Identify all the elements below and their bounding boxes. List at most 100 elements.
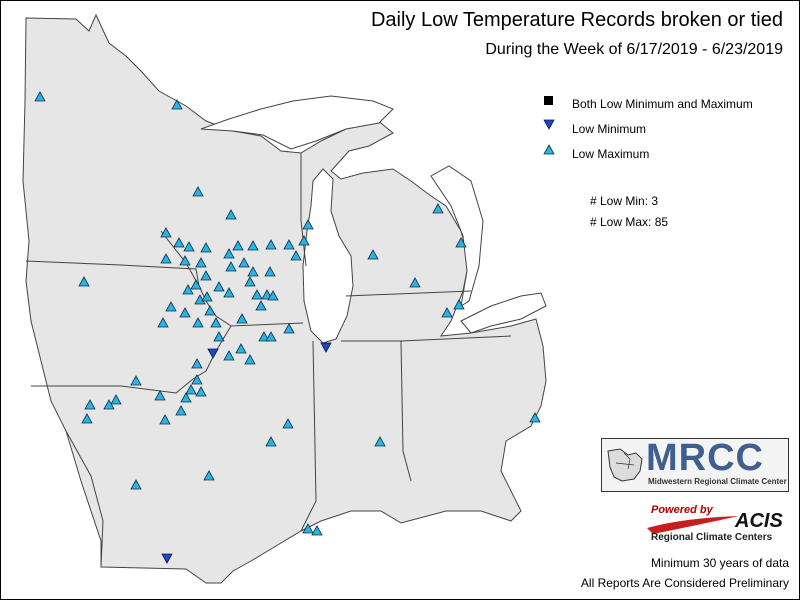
low-min-marker <box>161 553 173 564</box>
lake-michigan <box>302 168 354 344</box>
low-max-marker <box>192 317 204 328</box>
low-max-marker <box>283 323 295 334</box>
low-max-marker <box>191 358 203 369</box>
low-max-marker <box>179 307 191 318</box>
low-max-marker <box>182 284 194 295</box>
low-max-marker <box>282 418 294 429</box>
low-max-marker <box>165 301 177 312</box>
low-max-marker <box>160 253 172 264</box>
swoosh-icon <box>647 516 739 534</box>
low-max-marker <box>235 343 247 354</box>
low-max-marker <box>213 281 225 292</box>
mrcc-subtitle: Midwestern Regional Climate Center <box>648 477 787 486</box>
low-max-marker <box>258 331 270 342</box>
low-max-marker <box>195 386 207 397</box>
mrcc-logo: MRCC Midwestern Regional Climate Center <box>601 437 789 492</box>
legend-row-low-min: Low Minimum <box>541 116 753 141</box>
low-max-marker <box>210 317 222 328</box>
low-min-markers <box>161 342 332 564</box>
low-max-marker <box>265 436 277 447</box>
low-max-marker <box>302 523 314 534</box>
low-max-marker <box>195 257 207 268</box>
low-min-marker <box>207 348 219 359</box>
low-max-marker <box>183 241 195 252</box>
low-max-marker <box>204 305 216 316</box>
low-max-marker <box>244 354 256 365</box>
lake-superior <box>200 95 394 150</box>
rcc-label: Regional Climate Centers <box>651 532 773 543</box>
low-max-marker <box>311 525 323 536</box>
low-max-marker <box>223 350 235 361</box>
low-max-marker <box>81 413 93 424</box>
low-min-count: # Low Min: 3 <box>590 194 659 208</box>
low-max-marker <box>238 257 250 268</box>
legend-both-symbol <box>544 96 553 105</box>
low-max-marker <box>192 186 204 197</box>
low-max-marker <box>203 470 215 481</box>
low-max-marker <box>84 399 96 410</box>
low-max-marker <box>110 394 122 405</box>
low-max-marker <box>200 270 212 281</box>
low-max-marker <box>298 235 310 246</box>
low-max-marker <box>251 289 263 300</box>
low-max-marker <box>175 405 187 416</box>
low-max-marker <box>529 412 541 423</box>
low-max-marker <box>213 331 225 342</box>
low-max-marker <box>264 266 276 277</box>
low-max-count: # Low Max: 85 <box>590 215 669 229</box>
low-max-marker <box>441 307 453 318</box>
lake-erie <box>460 292 547 334</box>
low-max-marker <box>367 249 379 260</box>
low-max-marker <box>103 399 115 410</box>
min-years-note: Minimum 30 years of data <box>650 556 789 570</box>
legend-low-min-label: Low Minimum <box>572 121 647 136</box>
low-max-marker <box>154 390 166 401</box>
low-max-marker <box>232 240 244 251</box>
low-max-marker <box>180 392 192 403</box>
midwest-outline-icon <box>607 448 643 482</box>
low-max-marker <box>225 261 237 272</box>
legend-both-label: Both Low Minimum and Maximum <box>572 96 753 111</box>
acis-logo: Powered by ACIS Regional Climate Centers <box>643 504 793 546</box>
low-max-marker <box>160 227 172 238</box>
low-max-marker <box>267 290 279 301</box>
low-max-marker <box>171 99 183 110</box>
low-max-marker <box>453 299 465 310</box>
low-max-marker <box>236 313 248 324</box>
legend: Both Low Minimum and Maximum Low Minimum… <box>541 91 753 166</box>
low-max-marker <box>409 277 421 288</box>
low-max-marker <box>247 266 259 277</box>
map-subtitle: During the Week of 6/17/2019 - 6/23/2019 <box>485 41 783 58</box>
lake-huron <box>430 165 484 308</box>
low-max-marker <box>247 240 259 251</box>
low-max-marker <box>191 374 203 385</box>
map-title: Daily Low Temperature Records broken or … <box>370 9 783 31</box>
low-max-marker <box>283 239 295 250</box>
low-max-marker <box>179 255 191 266</box>
low-max-marker <box>374 436 386 447</box>
low-max-markers <box>34 91 541 536</box>
low-max-marker <box>130 375 142 386</box>
low-max-marker <box>200 242 212 253</box>
low-max-marker <box>223 248 235 259</box>
low-max-marker <box>190 279 202 290</box>
legend-low-max-label: Low Maximum <box>572 146 650 161</box>
low-max-marker <box>223 287 235 298</box>
low-max-marker <box>225 209 237 220</box>
legend-low-min-symbol <box>543 119 555 130</box>
legend-row-both: Both Low Minimum and Maximum <box>541 91 753 116</box>
low-max-marker <box>265 239 277 250</box>
preliminary-note: All Reports Are Considered Preliminary <box>580 576 789 590</box>
low-min-marker <box>320 342 332 353</box>
low-max-marker <box>185 384 197 395</box>
land-outline <box>22 13 547 584</box>
low-max-marker <box>244 276 256 287</box>
low-max-marker <box>34 91 46 102</box>
mrcc-wordmark: MRCC <box>646 437 764 479</box>
low-max-marker <box>157 317 169 328</box>
low-max-marker <box>302 219 314 230</box>
low-max-marker <box>255 300 267 311</box>
legend-row-low-max: Low Maximum <box>541 141 753 166</box>
